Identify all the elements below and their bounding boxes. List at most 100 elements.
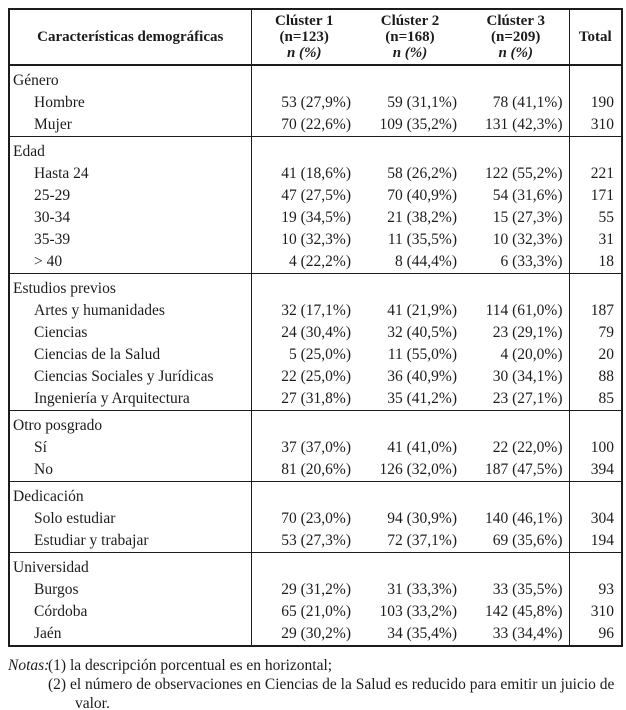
section-title: Género xyxy=(9,64,252,92)
header-cluster-2: Clúster 2 (n=168) n (%) xyxy=(357,9,463,66)
total-value: 190 xyxy=(568,92,622,114)
section-header-row: Estudios previos xyxy=(9,273,622,300)
cluster1-value: 22 (25,0%) xyxy=(281,368,351,385)
header-total: Total xyxy=(568,9,622,66)
table-row: Ingeniería y Arquitectura 27 (31,8%) 35 (4… xyxy=(9,388,622,411)
cluster2-value: 58 (26,2%) xyxy=(387,165,457,182)
header-cluster-1: Clúster 1 (n=123) n (%) xyxy=(251,9,357,66)
row-label: > 40 xyxy=(9,251,252,274)
cluster3-value: 187 (47,5%) xyxy=(485,461,563,478)
cluster2-value: 8 (44,4%) xyxy=(395,253,457,270)
empty-cell xyxy=(463,273,569,300)
total-value: 93 xyxy=(568,579,622,601)
cluster1-value: 10 (32,3%) xyxy=(281,231,351,248)
cluster1-value: 29 (31,2%) xyxy=(281,581,351,598)
cluster3-value: 142 (45,8%) xyxy=(485,603,563,620)
row-label: Jaén xyxy=(9,623,252,646)
cluster3-value: 30 (34,1%) xyxy=(492,368,563,385)
empty-cell xyxy=(251,410,357,437)
table-row: Ciencias de la Salud 5 (25,0%) 11 (55,0%) 4… xyxy=(9,344,622,366)
table-row: Artes y humanidades 32 (17,1%) 41 (21,9%) 1… xyxy=(9,300,622,322)
row-label: No xyxy=(9,459,252,482)
cluster2-value: 72 (37,1%) xyxy=(387,532,457,549)
cluster3-value: 10 (32,3%) xyxy=(492,231,563,248)
cluster3-value: 69 (35,6%) xyxy=(492,532,563,549)
cluster1-value: 53 (27,3%) xyxy=(281,532,351,549)
cluster3-value: 33 (34,4%) xyxy=(492,625,563,642)
table-row: 35-39 10 (32,3%) 11 (35,5%) 10 (32,3%) 31 xyxy=(9,229,622,251)
row-label: Estudiar y trabajar xyxy=(9,530,252,553)
empty-cell xyxy=(568,552,622,579)
empty-cell xyxy=(357,481,463,508)
empty-cell xyxy=(463,552,569,579)
row-label: Hombre xyxy=(9,92,252,114)
section-title: Estudios previos xyxy=(9,273,252,300)
cluster2-subheader: n (%) xyxy=(392,45,428,61)
cluster1-n: (n=123) xyxy=(279,29,329,45)
total-value: 100 xyxy=(568,437,622,459)
row-label: Córdoba xyxy=(9,601,252,623)
section-header-row: Otro posgrado xyxy=(9,410,622,437)
table-row: 30-34 19 (34,5%) 21 (38,2%) 15 (27,3%) 55 xyxy=(9,207,622,229)
cluster2-value: 41 (41,0%) xyxy=(387,439,457,456)
total-value: 88 xyxy=(568,366,622,388)
table-header-row: Características demográficas Clúster 1 (… xyxy=(9,9,622,66)
cluster1-value: 27 (31,8%) xyxy=(281,390,351,407)
cluster2-value: 103 (33,2%) xyxy=(379,603,458,620)
cluster2-value: 59 (31,1%) xyxy=(387,94,457,111)
cluster1-value: 53 (27,9%) xyxy=(281,94,351,111)
cluster1-value: 65 (21,0%) xyxy=(281,603,351,620)
empty-cell xyxy=(463,410,569,437)
note-item: (2) el número de observaciones en Cienci… xyxy=(48,676,615,710)
cluster2-value: 94 (30,9%) xyxy=(387,510,457,527)
cluster3-value: 122 (55,2%) xyxy=(485,165,563,182)
cluster1-value: 47 (27,5%) xyxy=(281,187,351,204)
cluster2-value: 11 (55,0%) xyxy=(387,346,457,363)
row-label: Ciencias de la Salud xyxy=(9,344,252,366)
cluster1-value: 19 (34,5%) xyxy=(281,209,351,226)
cluster1-value: 37 (37,0%) xyxy=(281,439,351,456)
total-value: 187 xyxy=(568,300,622,322)
total-value: 310 xyxy=(568,601,622,623)
notes-label: Notas: xyxy=(8,657,50,674)
cluster3-value: 6 (33,3%) xyxy=(500,253,563,270)
empty-cell xyxy=(568,64,622,92)
cluster1-value: 29 (30,2%) xyxy=(281,625,351,642)
section-title: Dedicación xyxy=(9,481,252,508)
cluster3-value: 114 (61,0%) xyxy=(485,302,563,319)
empty-cell xyxy=(568,136,622,163)
total-value: 394 xyxy=(568,459,622,482)
row-label: 35-39 xyxy=(9,229,252,251)
section-title: Universidad xyxy=(9,552,252,579)
row-label: 30-34 xyxy=(9,207,252,229)
empty-cell xyxy=(568,410,622,437)
row-label: Ciencias Sociales y Jurídicas xyxy=(9,366,252,388)
cluster2-value: 34 (35,4%) xyxy=(387,625,457,642)
total-value: 85 xyxy=(568,388,622,411)
total-value: 221 xyxy=(568,163,622,185)
row-label: Burgos xyxy=(9,579,252,601)
cluster1-title: Clúster 1 xyxy=(275,13,334,29)
table-row: Solo estudiar 70 (23,0%) 94 (30,9%) 140 (46… xyxy=(9,508,622,530)
cluster3-value: 22 (22,0%) xyxy=(492,439,563,456)
table-row: Burgos 29 (31,2%) 31 (33,3%) 33 (35,5%) 93 xyxy=(9,579,622,601)
total-value: 18 xyxy=(568,251,622,274)
cluster3-value: 23 (29,1%) xyxy=(492,324,563,341)
demographics-table: Características demográficas Clúster 1 (… xyxy=(8,8,623,647)
cluster3-value: 140 (46,1%) xyxy=(485,510,563,527)
empty-cell xyxy=(463,64,569,92)
table-row: No 81 (20,6%) 126 (32,0%) 187 (47,5%) 394 xyxy=(9,459,622,482)
cluster2-value: 11 (35,5%) xyxy=(387,231,457,248)
cluster1-value: 41 (18,6%) xyxy=(281,165,351,182)
empty-cell xyxy=(568,481,622,508)
section-header-row: Género xyxy=(9,64,622,92)
total-value: 55 xyxy=(568,207,622,229)
total-value: 171 xyxy=(568,185,622,207)
total-value: 96 xyxy=(568,623,622,646)
cluster2-value: 31 (33,3%) xyxy=(387,581,457,598)
cluster3-value: 78 (41,1%) xyxy=(492,94,563,111)
cluster3-value: 54 (31,6%) xyxy=(492,187,563,204)
row-label: 25-29 xyxy=(9,185,252,207)
table-row: Córdoba 65 (21,0%) 103 (33,2%) 142 (45,8%) 3… xyxy=(9,601,622,623)
total-value: 310 xyxy=(568,114,622,137)
